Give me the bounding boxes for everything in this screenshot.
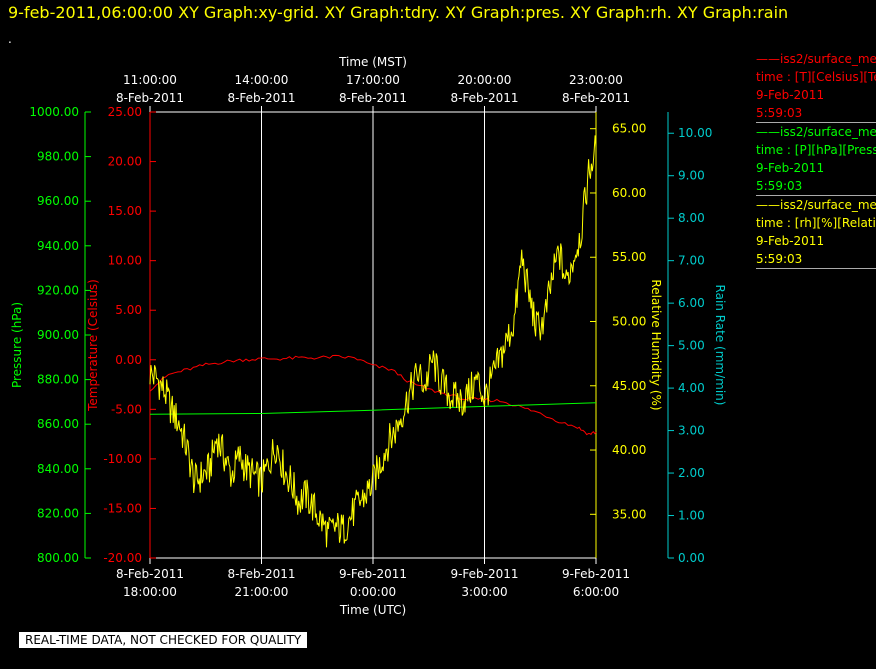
legend-entry-text: 5:59:03 [756, 106, 803, 120]
humidity-tick-label: 65.00 [612, 122, 646, 136]
top-x-tick-label: 8-Feb-2011 [116, 91, 184, 105]
pressure-tick-label: 960.00 [37, 194, 79, 208]
x-tick-label: 21:00:00 [235, 585, 289, 599]
legend-entry-text: 9-Feb-2011 [756, 234, 825, 248]
humidity-tick-label: 35.00 [612, 507, 646, 521]
rain-tick-label: 10.00 [678, 126, 712, 140]
pressure-axis-title: Pressure (hPa) [10, 302, 24, 388]
humidity-tick-label: 45.00 [612, 379, 646, 393]
top-x-tick-label: 8-Feb-2011 [562, 91, 630, 105]
legend-entry-text: ——iss2/surface_met [756, 125, 876, 139]
rain-tick-label: 8.00 [678, 211, 705, 225]
graph-title: 9-feb-2011,06:00:00 XY Graph:xy-grid. XY… [8, 3, 789, 22]
temperature-tick-label: 0.00 [115, 353, 142, 367]
humidity-tick-label: 50.00 [612, 315, 646, 329]
top-x-tick-label: 17:00:00 [346, 73, 400, 87]
pressure-tick-label: 940.00 [37, 239, 79, 253]
top-x-tick-label: 8-Feb-2011 [227, 91, 295, 105]
rain-tick-label: 4.00 [678, 381, 705, 395]
temperature-tick-label: -10.00 [103, 452, 142, 466]
status-dot: . [8, 32, 12, 46]
humidity-axis-title: Relative Humidity (%) [649, 279, 663, 410]
quality-notice: REAL-TIME DATA, NOT CHECKED FOR QUALITY [19, 632, 308, 648]
pressure-tick-label: 860.00 [37, 417, 79, 431]
top-x-tick-label: 8-Feb-2011 [339, 91, 407, 105]
top-x-tick-label: 20:00:00 [458, 73, 512, 87]
x-tick-label: 18:00:00 [123, 585, 177, 599]
rain-tick-label: 9.00 [678, 169, 705, 183]
rain-tick-label: 5.00 [678, 339, 705, 353]
pressure-tick-label: 900.00 [37, 328, 79, 342]
x-tick-label: 6:00:00 [573, 585, 619, 599]
temperature-tick-label: -20.00 [103, 551, 142, 565]
humidity-tick-label: 40.00 [612, 443, 646, 457]
pressure-tick-label: 880.00 [37, 373, 79, 387]
temperature-tick-label: 20.00 [108, 155, 142, 169]
top-axis-title: Time (MST) [338, 55, 407, 69]
legend-entry-text: time : [P][hPa][Pressure] [756, 143, 876, 157]
pressure-tick-label: 800.00 [37, 551, 79, 565]
x-tick-label: 8-Feb-2011 [227, 567, 295, 581]
rain-tick-label: 0.00 [678, 551, 705, 565]
x-tick-label: 9-Feb-2011 [562, 567, 630, 581]
temperature-axis-title: Temperature (Celsius) [86, 279, 100, 412]
x-axis-title: Time (UTC) [339, 603, 406, 617]
pressure-tick-label: 820.00 [37, 506, 79, 520]
top-x-tick-label: 8-Feb-2011 [450, 91, 518, 105]
legend-entry-text: 9-Feb-2011 [756, 88, 825, 102]
rain-axis-title: Rain Rate (mm/min) [713, 285, 727, 406]
legend-entry-text: time : [rh][%][Relative Humidity] [756, 216, 876, 230]
x-tick-label: 0:00:00 [350, 585, 396, 599]
legend-entry-text: 5:59:03 [756, 252, 803, 266]
temperature-tick-label: 5.00 [115, 303, 142, 317]
humidity-tick-label: 55.00 [612, 250, 646, 264]
temperature-tick-label: -15.00 [103, 501, 142, 515]
temperature-tick-label: -5.00 [111, 402, 142, 416]
legend-entry-text: time : [T][Celsius][Temperature] [756, 70, 876, 84]
legend-entry-text: 9-Feb-2011 [756, 161, 825, 175]
legend-entry-text: ——iss2/surface_met [756, 52, 876, 66]
humidity-series-line [149, 135, 597, 548]
legend-entry-text: ——iss2/surface_met [756, 198, 876, 212]
rain-tick-label: 7.00 [678, 254, 705, 268]
top-x-tick-label: 11:00:00 [123, 73, 177, 87]
rain-tick-label: 2.00 [678, 466, 705, 480]
pressure-tick-label: 840.00 [37, 462, 79, 476]
x-tick-label: 3:00:00 [461, 585, 507, 599]
pressure-tick-label: 1000.00 [29, 105, 79, 119]
pressure-series-line [149, 402, 597, 415]
rain-tick-label: 1.00 [678, 509, 705, 523]
x-tick-label: 8-Feb-2011 [116, 567, 184, 581]
legend-entry-text: 5:59:03 [756, 179, 803, 193]
top-x-tick-label: 23:00:00 [569, 73, 623, 87]
x-tick-label: 9-Feb-2011 [339, 567, 407, 581]
humidity-tick-label: 60.00 [612, 186, 646, 200]
x-tick-label: 9-Feb-2011 [450, 567, 518, 581]
top-x-tick-label: 14:00:00 [235, 73, 289, 87]
pressure-tick-label: 980.00 [37, 150, 79, 164]
temperature-series-line [149, 354, 597, 436]
pressure-tick-label: 920.00 [37, 283, 79, 297]
temperature-tick-label: 25.00 [108, 105, 142, 119]
rain-tick-label: 6.00 [678, 296, 705, 310]
rain-tick-label: 3.00 [678, 424, 705, 438]
temperature-tick-label: 15.00 [108, 204, 142, 218]
temperature-tick-label: 10.00 [108, 254, 142, 268]
